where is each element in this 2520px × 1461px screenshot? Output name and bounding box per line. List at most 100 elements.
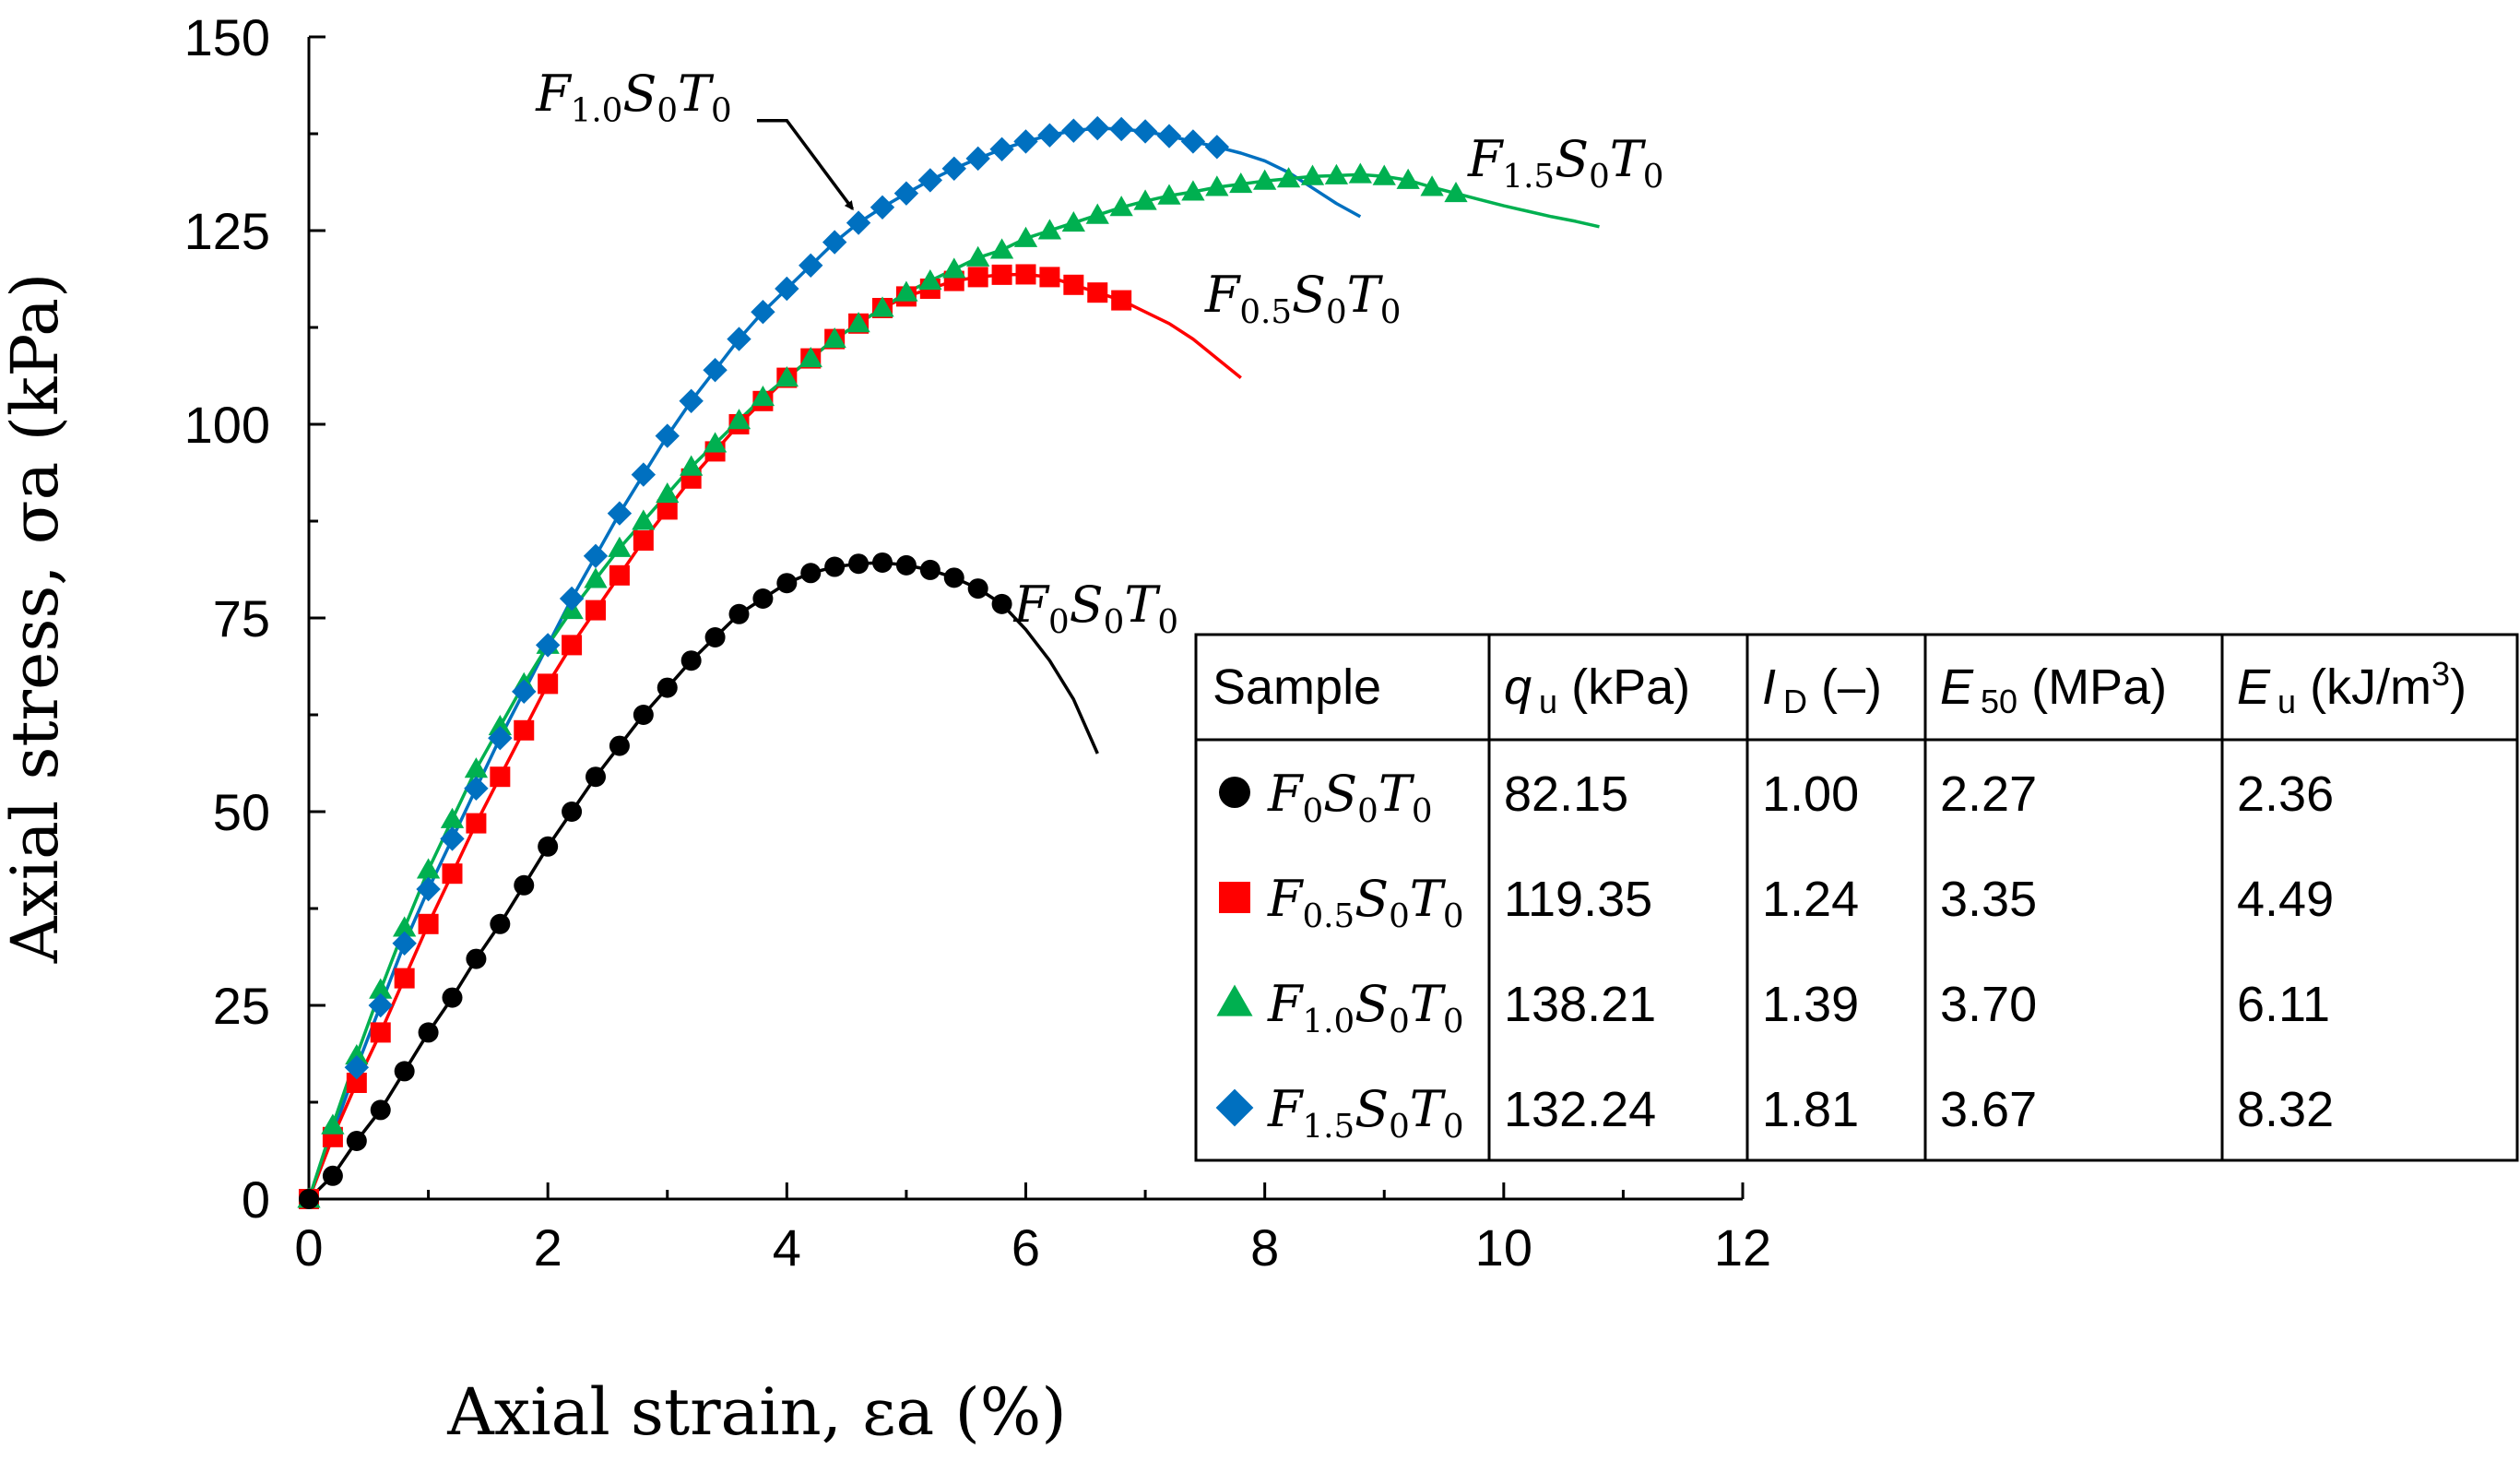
data-point-f15 (941, 156, 966, 181)
data-point-f10 (703, 432, 728, 453)
data-point-f0 (586, 766, 606, 788)
table-cell-e50: 3.35 (1940, 872, 2037, 927)
legend-marker-f10 (1216, 984, 1253, 1016)
series-line-f05 (307, 272, 1242, 1200)
data-point-f15 (703, 358, 728, 383)
data-point-f05 (1087, 282, 1108, 303)
data-point-f0 (728, 603, 750, 624)
data-point-f0 (800, 563, 822, 584)
data-point-f10 (1133, 189, 1157, 210)
data-point-f15 (464, 776, 489, 801)
data-point-f15 (1156, 124, 1182, 148)
data-point-f15 (416, 876, 441, 902)
annotation-arrow (756, 118, 855, 211)
x-tick-label: 12 (1714, 1218, 1771, 1277)
y-axis-title: Axial stress, σa (kPa) (0, 273, 73, 965)
data-point-f10 (680, 455, 704, 476)
data-point-f0 (442, 987, 463, 1008)
data-point-f15 (1037, 123, 1062, 148)
series-markers-f15 (344, 115, 1230, 1080)
data-point-f15 (917, 168, 943, 193)
data-point-f0 (490, 913, 511, 934)
data-point-f15 (583, 543, 609, 568)
data-point-f10 (1444, 182, 1468, 203)
data-point-f0 (346, 1131, 367, 1151)
table-cell-eu: 8.32 (2237, 1082, 2334, 1137)
data-point-f0 (991, 593, 1012, 614)
data-point-f10 (727, 409, 751, 430)
table-cell-qu: 119.35 (1504, 872, 1652, 927)
data-point-f05 (514, 719, 535, 741)
data-point-f0 (943, 567, 964, 588)
data-point-f0 (466, 948, 487, 969)
series-markers-f05 (299, 264, 1132, 1209)
x-tick-label: 0 (294, 1218, 323, 1277)
y-tick-label: 100 (184, 396, 270, 454)
data-point-f15 (1085, 115, 1110, 141)
y-tick-label: 75 (213, 589, 270, 647)
legend-label-f0: F0S0T0 (1267, 765, 1433, 830)
table-header-e50: E 50 (MPa) (1940, 659, 2167, 720)
x-tick-label: 8 (1250, 1218, 1279, 1277)
data-point-f10 (1300, 164, 1325, 185)
data-point-f05 (562, 635, 583, 656)
data-point-f05 (394, 968, 415, 989)
axis-titles: Axial strain, εa (%) Axial stress, σa (kP… (0, 273, 1067, 1450)
y-tick-label: 25 (213, 977, 270, 1035)
data-point-f0 (752, 588, 774, 609)
data-point-f10 (416, 858, 441, 879)
table-cell-eu: 4.49 (2237, 872, 2334, 927)
legend-label-f10: F1.0S0T0 (1267, 975, 1464, 1040)
data-point-f0 (418, 1022, 439, 1043)
annotation-f0: F0S0T0 (1013, 576, 1179, 641)
table-cell-qu: 132.24 (1504, 1082, 1656, 1137)
table-cell-id: 1.39 (1762, 977, 1859, 1032)
data-point-f10 (1396, 168, 1420, 189)
data-point-f10 (1324, 163, 1349, 184)
annotation-f10: F1.0S0T0 (535, 65, 732, 130)
data-point-f10 (966, 245, 990, 267)
x-axis-title: Axial strain, εa (%) (446, 1374, 1066, 1450)
data-point-f05 (1039, 267, 1060, 288)
data-point-f0 (895, 554, 917, 576)
data-point-f05 (370, 1022, 391, 1043)
data-point-f15 (440, 826, 465, 851)
data-point-f10 (1085, 203, 1109, 224)
data-point-f10 (942, 257, 966, 279)
data-point-f0 (657, 677, 678, 698)
data-point-f15 (989, 137, 1014, 161)
series-markers (297, 115, 1468, 1209)
data-point-f10 (1229, 172, 1253, 194)
y-tick-label: 150 (184, 8, 270, 66)
data-point-f10 (1276, 167, 1301, 188)
data-point-f0 (514, 874, 535, 896)
data-point-f10 (488, 714, 512, 736)
data-point-f0 (370, 1099, 391, 1121)
data-point-f15 (870, 195, 895, 220)
data-point-f05 (1015, 264, 1036, 285)
table-cell-id: 1.24 (1762, 872, 1859, 927)
data-point-f05 (466, 813, 487, 834)
data-point-f15 (344, 1055, 370, 1080)
legend-marker-f05 (1219, 882, 1250, 913)
table-cell-eu: 6.11 (2237, 977, 2330, 1032)
data-point-f0 (704, 627, 726, 647)
data-point-f10 (584, 567, 608, 588)
data-point-f0 (824, 556, 846, 577)
data-point-f0 (538, 836, 559, 857)
data-point-f10 (1348, 162, 1372, 184)
data-point-f0 (967, 578, 988, 600)
data-point-f10 (775, 365, 799, 387)
table-cell-e50: 3.67 (1940, 1082, 2037, 1137)
data-point-f15 (655, 423, 680, 448)
data-point-f0 (394, 1061, 415, 1082)
data-point-f05 (657, 499, 678, 520)
x-tick-label: 6 (1012, 1218, 1040, 1277)
data-point-f0 (633, 705, 654, 725)
y-tick-label: 125 (184, 202, 270, 260)
data-point-f15 (1204, 135, 1230, 160)
data-point-f05 (538, 673, 559, 695)
data-point-f05 (1111, 290, 1132, 311)
